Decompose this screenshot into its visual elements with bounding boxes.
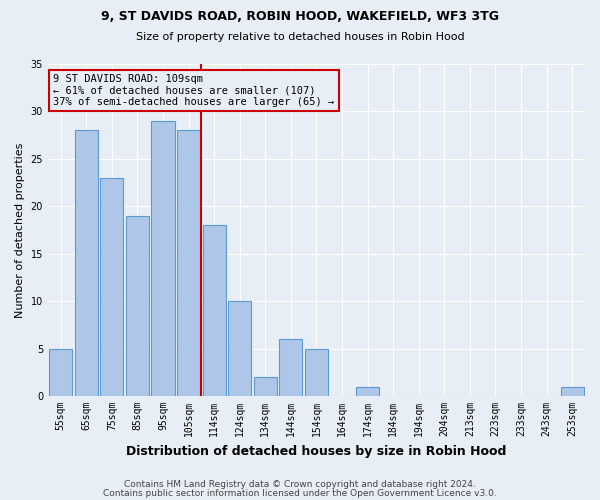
Bar xyxy=(177,130,200,396)
Bar xyxy=(126,216,149,396)
Bar xyxy=(280,339,302,396)
Bar xyxy=(49,348,72,396)
X-axis label: Distribution of detached houses by size in Robin Hood: Distribution of detached houses by size … xyxy=(126,444,506,458)
Bar xyxy=(151,121,175,396)
Bar xyxy=(100,178,124,396)
Bar xyxy=(203,226,226,396)
Bar xyxy=(305,348,328,396)
Bar xyxy=(75,130,98,396)
Text: Size of property relative to detached houses in Robin Hood: Size of property relative to detached ho… xyxy=(136,32,464,42)
Bar xyxy=(561,386,584,396)
Text: 9 ST DAVIDS ROAD: 109sqm
← 61% of detached houses are smaller (107)
37% of semi-: 9 ST DAVIDS ROAD: 109sqm ← 61% of detach… xyxy=(53,74,335,107)
Y-axis label: Number of detached properties: Number of detached properties xyxy=(15,142,25,318)
Bar xyxy=(356,386,379,396)
Text: Contains HM Land Registry data © Crown copyright and database right 2024.: Contains HM Land Registry data © Crown c… xyxy=(124,480,476,489)
Bar xyxy=(254,377,277,396)
Text: Contains public sector information licensed under the Open Government Licence v3: Contains public sector information licen… xyxy=(103,490,497,498)
Bar xyxy=(228,301,251,396)
Text: 9, ST DAVIDS ROAD, ROBIN HOOD, WAKEFIELD, WF3 3TG: 9, ST DAVIDS ROAD, ROBIN HOOD, WAKEFIELD… xyxy=(101,10,499,23)
